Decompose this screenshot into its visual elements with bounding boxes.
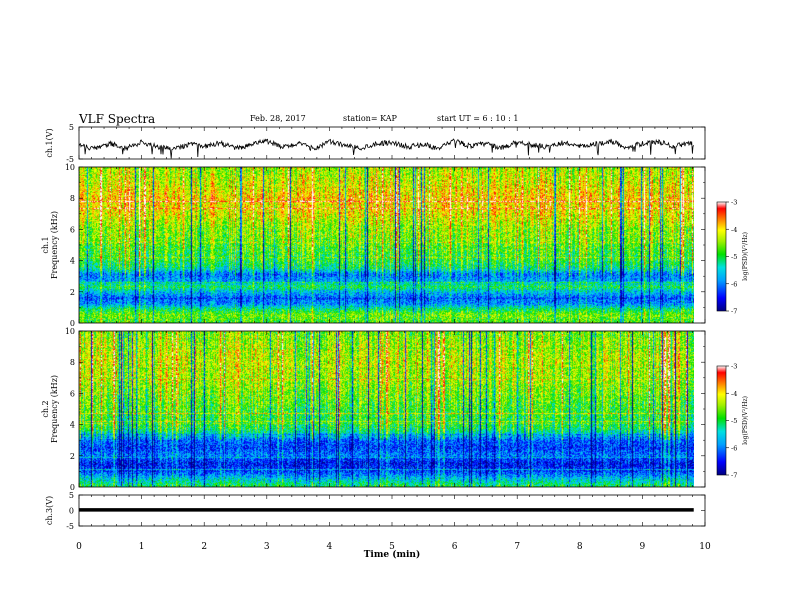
x-tick-label: 3 (264, 542, 270, 552)
x-tick-label: 10 (699, 542, 711, 552)
colorbar-tick-label: -4 (731, 390, 737, 398)
y-tick-label: 0 (70, 319, 75, 328)
x-tick-label: 9 (640, 542, 646, 552)
ch2-spectrogram-image (79, 331, 694, 487)
y-tick-label: 5 (69, 123, 74, 132)
y-tick-label: 10 (65, 327, 75, 336)
y-tick-label: 2 (70, 288, 75, 297)
ch2-spectrogram-colorbar-label: log(PSD)(V²/Hz) (742, 396, 749, 445)
y-tick-label: 4 (70, 421, 75, 430)
ch3-ylabel: ch.3(V) (45, 496, 54, 525)
colorbar-tick-label: -5 (731, 253, 737, 261)
ch1-spectrogram-colorbar-label: log(PSD)(V²/Hz) (742, 232, 749, 281)
y-tick-label: 10 (65, 163, 75, 172)
y-tick-label: 6 (70, 225, 75, 234)
y-tick-label: 8 (70, 358, 75, 367)
colorbar-tick-label: -6 (731, 280, 737, 288)
x-tick-label: 2 (201, 542, 207, 552)
ch1-ylabel: ch.1(V) (45, 128, 54, 157)
ch1-trace (78, 138, 695, 159)
ch2-spectrogram-ylabel-channel: ch.2 (41, 400, 50, 417)
plot-title: VLF Spectra (79, 112, 156, 126)
ch2-spectrogram-ylabel-frequency: Frequency (kHz) (50, 375, 59, 443)
station-label: station= KAP (343, 114, 397, 123)
x-axis-label: Time (min) (364, 549, 421, 560)
x-tick-label: 6 (452, 542, 458, 552)
start-ut-label: start UT = 6 : 10 : 1 (437, 114, 519, 123)
x-tick-label: 7 (514, 542, 520, 552)
ch1-spectrogram-ylabel-frequency: Frequency (kHz) (50, 211, 59, 279)
ch2-spectrogram-colorbar (716, 365, 727, 476)
y-tick-label: 0 (69, 507, 74, 516)
x-tick-label: 8 (577, 542, 583, 552)
ch1-spectrogram-colorbar (716, 201, 727, 312)
y-tick-label: 5 (69, 491, 74, 500)
y-tick-label: 2 (70, 452, 75, 461)
x-tick-label: 1 (139, 542, 145, 552)
x-tick-label: 0 (76, 542, 82, 552)
x-tick-label: 4 (327, 542, 333, 552)
colorbar-tick-label: -7 (731, 472, 737, 480)
y-tick-label: 6 (70, 389, 75, 398)
colorbar-tick-label: -4 (731, 226, 737, 234)
y-tick-label: 4 (70, 257, 75, 266)
colorbar-tick-label: -3 (731, 199, 737, 207)
ch1-spectrogram-ylabel-channel: ch.1 (41, 236, 50, 253)
y-tick-label: -5 (66, 522, 74, 531)
colorbar-tick-label: -3 (731, 363, 737, 371)
colorbar-tick-label: -5 (731, 417, 737, 425)
y-tick-label: 0 (70, 483, 75, 492)
colorbar-tick-label: -6 (731, 444, 737, 452)
x-tick-label: 5 (389, 542, 395, 552)
colorbar-tick-label: -7 (731, 308, 737, 316)
ch1-spectrogram-image (79, 167, 694, 323)
y-tick-label: 8 (70, 194, 75, 203)
y-tick-label: -5 (66, 155, 74, 164)
date-label: Feb. 28, 2017 (250, 114, 306, 123)
